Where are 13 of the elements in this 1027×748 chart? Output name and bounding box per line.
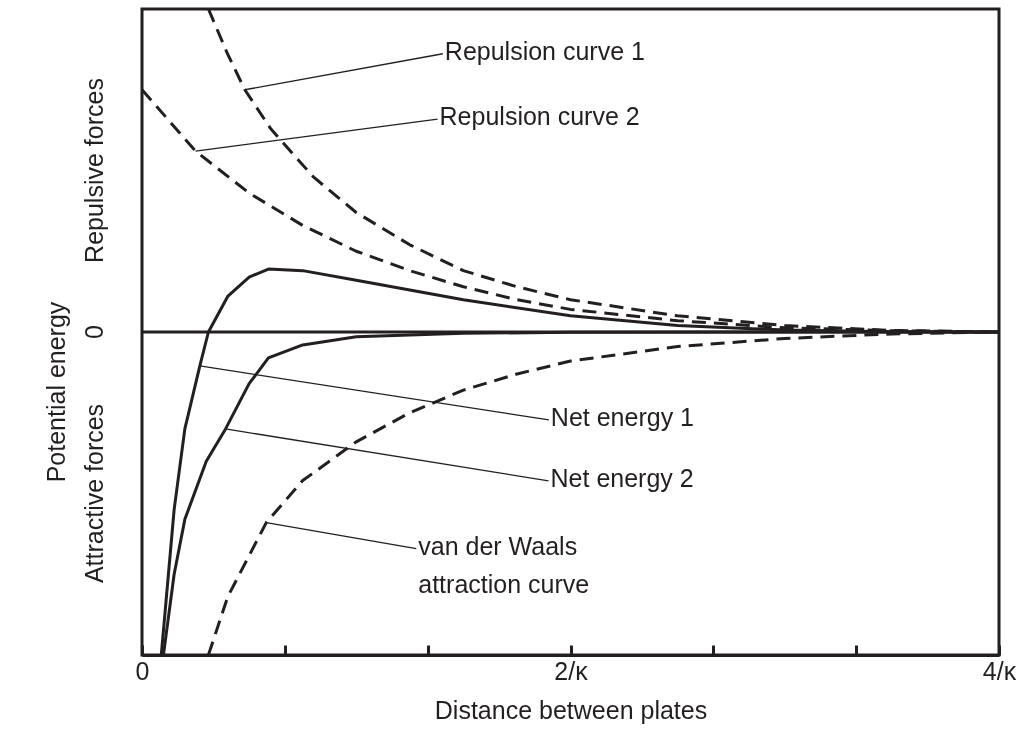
annotation: Net energy 1 bbox=[550, 402, 694, 431]
text: Repulsive forces bbox=[80, 78, 108, 263]
x-axis-title: Distance between plates bbox=[434, 695, 708, 724]
annotation: Repulsion curve 1 bbox=[444, 36, 645, 65]
annotation: van der Waals attraction curve bbox=[418, 531, 590, 598]
x-tick-label: 0 bbox=[135, 656, 150, 685]
text: Attractive forces bbox=[80, 403, 108, 584]
annotation: Net energy 2 bbox=[550, 463, 694, 492]
y-axis-title: Potential energy bbox=[42, 301, 70, 483]
x-tick-label: 4/κ bbox=[982, 656, 1017, 685]
text: 0 bbox=[80, 325, 108, 339]
x-tick-label: 2/κ bbox=[554, 656, 589, 685]
annotation: Repulsion curve 2 bbox=[439, 102, 640, 131]
